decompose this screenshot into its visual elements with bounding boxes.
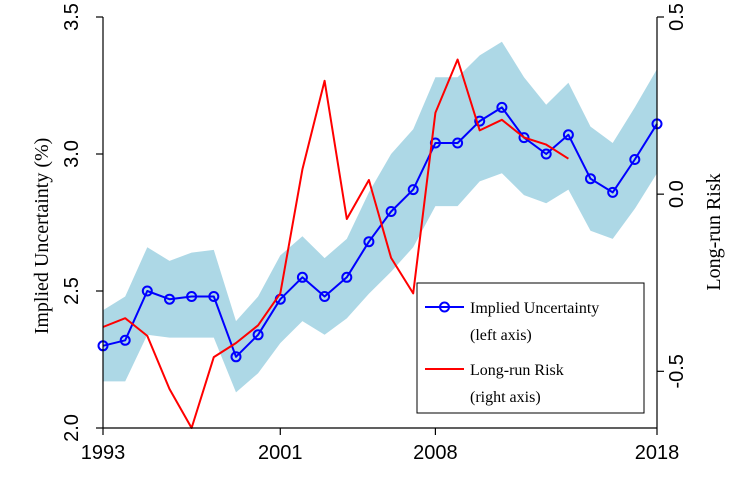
data-point-implied-uncertainty xyxy=(319,291,331,302)
data-point-implied-uncertainty xyxy=(296,271,308,283)
data-point-implied-uncertainty xyxy=(341,271,353,283)
legend-label-implied-uncertainty: Implied Uncertainty xyxy=(470,300,599,317)
left-axis-tick-label: 2.0 xyxy=(61,414,83,442)
data-point-implied-uncertainty xyxy=(208,291,220,302)
legend: Implied Uncertainty (left axis) Long-run… xyxy=(416,282,645,414)
right-axis-title: Long-run Risk xyxy=(703,173,725,290)
data-point-implied-uncertainty xyxy=(119,334,131,346)
data-point-implied-uncertainty xyxy=(496,101,508,113)
data-point-implied-uncertainty xyxy=(474,115,486,127)
legend-sublabel-implied-uncertainty: (left axis) xyxy=(470,327,532,344)
data-point-implied-uncertainty xyxy=(230,351,242,363)
legend-box xyxy=(416,282,645,414)
data-point-implied-uncertainty xyxy=(252,329,264,341)
data-point-implied-uncertainty xyxy=(407,184,419,196)
left-axis-tick-label: 3.0 xyxy=(61,140,83,168)
legend-sublabel-long-run-risk: (right axis) xyxy=(470,389,541,406)
data-point-implied-uncertainty xyxy=(540,148,552,160)
right-axis-tick-label: -0.5 xyxy=(666,354,688,388)
data-point-implied-uncertainty xyxy=(452,137,464,149)
legend-marker-implied-uncertainty xyxy=(439,301,450,313)
left-axis-tick-label: 2.5 xyxy=(61,277,83,305)
left-axis-tick-label: 3.5 xyxy=(61,3,83,31)
data-point-implied-uncertainty xyxy=(363,236,375,248)
data-point-implied-uncertainty xyxy=(562,129,574,141)
x-axis-tick-label: 2008 xyxy=(413,442,458,464)
right-axis-tick-label: 0.0 xyxy=(666,180,688,208)
left-axis-title: Implied Uncertainty (%) xyxy=(31,138,53,335)
data-point-implied-uncertainty xyxy=(164,293,175,305)
x-axis-tick-label: 2018 xyxy=(635,442,680,464)
data-point-implied-uncertainty xyxy=(385,206,397,217)
series-line-long-run-risk xyxy=(102,58,569,429)
data-point-implied-uncertainty xyxy=(629,154,641,165)
x-axis-tick-label: 1993 xyxy=(81,442,126,464)
legend-label-long-run-risk: Long-run Risk xyxy=(470,362,564,379)
data-point-implied-uncertainty xyxy=(141,285,153,297)
data-point-implied-uncertainty xyxy=(607,186,619,198)
data-point-implied-uncertainty xyxy=(585,173,596,185)
right-axis-tick-label: 0.5 xyxy=(666,3,688,31)
data-point-implied-uncertainty xyxy=(518,132,530,144)
data-point-implied-uncertainty xyxy=(186,291,198,302)
x-axis-tick-label: 2001 xyxy=(258,442,303,464)
